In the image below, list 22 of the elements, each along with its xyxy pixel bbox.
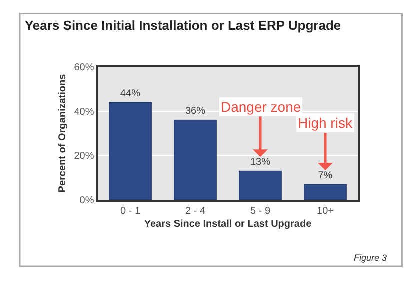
y-tick-label: 40%	[74, 106, 94, 118]
chart-title: Years Since Initial Installation or Last ERP Upgrade	[24, 18, 342, 33]
bar	[239, 170, 282, 200]
data-label: 36%	[185, 106, 206, 118]
annotation: High risk	[298, 115, 354, 131]
x-tick-label: 5 - 9	[250, 206, 271, 217]
y-tick-label: 20%	[74, 151, 94, 162]
bar	[174, 120, 217, 200]
x-tick-label: 0 - 1	[120, 206, 141, 217]
y-axis-title: Percent of Organizations	[58, 74, 69, 193]
x-axis-title: Years Since Install or Last Upgrade	[144, 218, 312, 230]
annotation: Danger zone	[221, 99, 302, 115]
caption: Figure 3	[354, 253, 388, 263]
x-tick-label: 2 - 4	[185, 206, 206, 217]
data-label: 13%	[250, 157, 271, 168]
bar	[109, 102, 152, 200]
data-label: 44%	[120, 88, 141, 100]
x-tick-label: 10+	[317, 206, 334, 217]
y-tick-label: 60%	[74, 62, 94, 74]
data-label: 7%	[318, 170, 333, 182]
y-tick-label: 0%	[80, 196, 94, 206]
bar	[304, 184, 347, 200]
